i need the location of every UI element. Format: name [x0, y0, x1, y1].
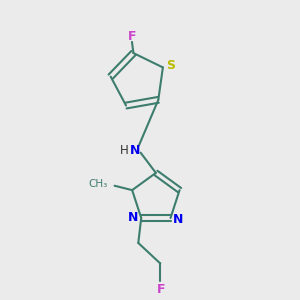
Text: H: H — [120, 144, 129, 158]
Text: N: N — [173, 213, 183, 226]
Text: N: N — [128, 211, 138, 224]
Text: S: S — [167, 58, 176, 72]
Text: F: F — [157, 283, 165, 296]
Text: N: N — [130, 144, 140, 158]
Text: F: F — [128, 30, 136, 43]
Text: CH₃: CH₃ — [88, 179, 107, 189]
